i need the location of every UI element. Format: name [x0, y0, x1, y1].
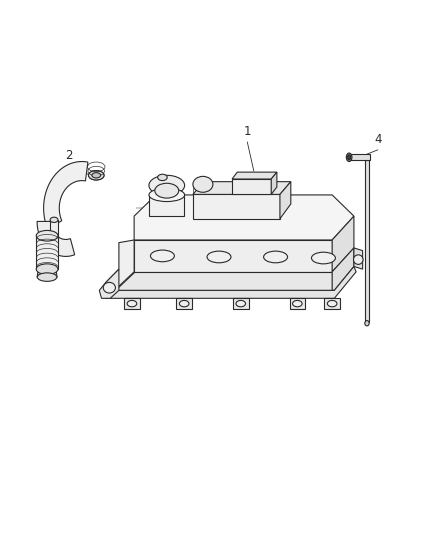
Ellipse shape [150, 250, 174, 262]
Polygon shape [106, 240, 134, 298]
Polygon shape [177, 298, 192, 309]
Polygon shape [115, 272, 332, 290]
Ellipse shape [155, 183, 179, 198]
Ellipse shape [103, 282, 116, 293]
Polygon shape [124, 298, 140, 309]
Ellipse shape [327, 301, 337, 307]
Polygon shape [233, 298, 249, 309]
Ellipse shape [149, 188, 185, 201]
Polygon shape [193, 195, 280, 219]
Ellipse shape [36, 264, 58, 274]
Ellipse shape [293, 301, 302, 307]
Polygon shape [134, 195, 354, 240]
Text: 4: 4 [374, 133, 381, 146]
Polygon shape [232, 172, 277, 179]
Polygon shape [149, 195, 184, 216]
Text: 1: 1 [244, 125, 251, 138]
Polygon shape [271, 172, 277, 195]
Ellipse shape [264, 251, 288, 263]
Polygon shape [44, 161, 88, 229]
Text: 3: 3 [39, 248, 46, 261]
Ellipse shape [207, 251, 231, 263]
Polygon shape [324, 298, 340, 309]
Ellipse shape [88, 171, 104, 180]
Polygon shape [232, 179, 271, 195]
Polygon shape [332, 216, 354, 272]
Ellipse shape [193, 176, 213, 192]
Ellipse shape [92, 173, 101, 178]
Ellipse shape [346, 153, 352, 161]
Ellipse shape [149, 175, 185, 196]
Polygon shape [37, 269, 57, 277]
Polygon shape [193, 182, 291, 195]
Ellipse shape [180, 301, 189, 307]
Ellipse shape [36, 230, 58, 241]
Polygon shape [365, 160, 369, 322]
Polygon shape [134, 240, 332, 272]
Ellipse shape [348, 155, 351, 160]
Polygon shape [106, 266, 356, 298]
Polygon shape [99, 269, 119, 298]
Polygon shape [37, 221, 74, 256]
Polygon shape [290, 298, 305, 309]
Polygon shape [350, 154, 371, 160]
Ellipse shape [353, 255, 363, 264]
Polygon shape [280, 182, 291, 219]
Ellipse shape [127, 301, 137, 307]
Polygon shape [332, 248, 354, 290]
Ellipse shape [50, 217, 58, 222]
Ellipse shape [158, 174, 167, 181]
Polygon shape [36, 236, 58, 269]
Ellipse shape [311, 252, 336, 264]
Ellipse shape [37, 273, 57, 281]
Ellipse shape [365, 320, 369, 326]
Ellipse shape [236, 301, 246, 307]
Polygon shape [354, 248, 363, 269]
Polygon shape [50, 220, 58, 237]
Text: 2: 2 [65, 149, 73, 161]
